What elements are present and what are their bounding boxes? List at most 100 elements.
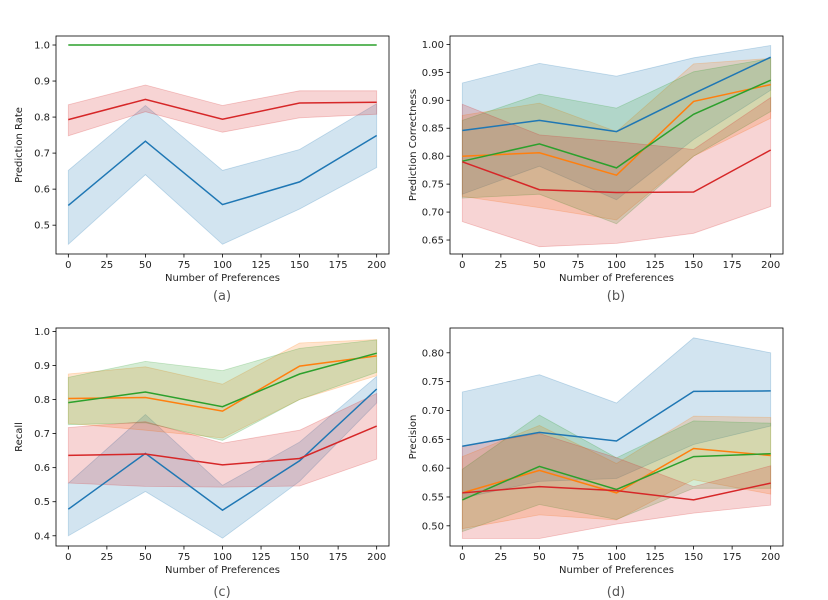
ci-band-green bbox=[461, 57, 772, 225]
x-tick-label: 50 bbox=[139, 260, 152, 271]
x-tick-label: 75 bbox=[572, 260, 585, 271]
ci-band-orange bbox=[461, 415, 772, 530]
x-tick-label: 50 bbox=[139, 552, 152, 563]
series-line-orange bbox=[462, 83, 771, 177]
y-tick-label: 0.6 bbox=[34, 185, 50, 196]
x-tick-label: 150 bbox=[684, 552, 703, 563]
x-tick-label: 75 bbox=[178, 260, 191, 271]
series-line-red bbox=[462, 149, 772, 194]
y-axis-label: Prediction Rate bbox=[14, 107, 25, 183]
x-axis-label: Number of Preferences bbox=[165, 273, 280, 284]
y-tick-label: 0.70 bbox=[422, 208, 444, 219]
x-tick-label: 125 bbox=[645, 552, 664, 563]
series-line-red bbox=[68, 425, 377, 466]
panel-d: 0 25 50 75 100 125 150 175 200 0.50 0.55 0.60 0.65 0.… bbox=[408, 327, 784, 600]
panel-caption: (b) bbox=[607, 289, 625, 304]
x-tick-label: 100 bbox=[607, 552, 626, 563]
y-axis-label: Recall bbox=[14, 422, 25, 452]
panel-c: 0 25 50 75 100 125 150 175 200 0.4 0.5 0.6 0.7 0.8 0.9… bbox=[14, 327, 390, 600]
x-tick-label: 150 bbox=[290, 552, 309, 563]
y-tick-label: 0.5 bbox=[34, 497, 50, 508]
series-line-blue bbox=[462, 390, 771, 447]
x-tick-label: 25 bbox=[495, 552, 508, 563]
series-line-red bbox=[462, 482, 771, 501]
y-tick-label: 0.80 bbox=[422, 152, 444, 163]
y-tick-label: 0.85 bbox=[422, 124, 444, 135]
panel-caption: (d) bbox=[607, 585, 625, 600]
x-tick-label: 25 bbox=[101, 552, 114, 563]
y-tick-label: 0.50 bbox=[422, 521, 444, 532]
ci-band-red bbox=[461, 96, 772, 248]
ci-band-orange bbox=[461, 57, 772, 221]
x-tick-label: 200 bbox=[367, 552, 386, 563]
series-line-orange bbox=[68, 355, 377, 412]
x-tick-label: 100 bbox=[607, 260, 626, 271]
x-tick-label: 150 bbox=[684, 260, 703, 271]
x-tick-label: 100 bbox=[213, 260, 232, 271]
y-tick-label: 0.7 bbox=[34, 149, 50, 160]
y-tick-label: 0.4 bbox=[34, 531, 50, 542]
x-tick-label: 50 bbox=[533, 260, 546, 271]
x-tick-label: 0 bbox=[65, 260, 71, 271]
series-line-blue bbox=[67, 388, 378, 512]
y-tick-label: 0.9 bbox=[34, 77, 50, 88]
x-tick-label: 0 bbox=[459, 552, 465, 563]
ci-band-red bbox=[67, 392, 378, 488]
panel-caption: (c) bbox=[213, 585, 230, 600]
x-tick-label: 0 bbox=[459, 260, 465, 271]
y-tick-label: 0.6 bbox=[34, 463, 50, 474]
ci-band-red bbox=[67, 84, 378, 137]
y-axis-label: Prediction Correctness bbox=[408, 89, 419, 201]
ci-band-orange bbox=[67, 339, 378, 439]
y-tick-label: 1.00 bbox=[422, 40, 444, 51]
series-line-blue bbox=[462, 56, 772, 133]
y-tick-label: 0.5 bbox=[34, 221, 50, 232]
x-axis-label: Number of Preferences bbox=[559, 273, 674, 284]
x-tick-label: 200 bbox=[761, 260, 780, 271]
x-axis-label: Number of Preferences bbox=[559, 565, 674, 576]
x-tick-label: 0 bbox=[65, 552, 71, 563]
y-tick-label: 0.8 bbox=[34, 113, 50, 124]
y-tick-label: 1.0 bbox=[34, 327, 50, 338]
ci-band-blue bbox=[461, 45, 772, 201]
x-tick-label: 50 bbox=[533, 552, 546, 563]
ci-band-blue bbox=[461, 337, 772, 499]
x-tick-label: 125 bbox=[251, 260, 270, 271]
panel-a: 0 25 50 75 100 125 150 175 200 0.5 0.6 0.7 0.8 0.9 1.0… bbox=[14, 35, 390, 304]
y-tick-label: 0.65 bbox=[422, 236, 444, 247]
x-tick-label: 25 bbox=[101, 260, 114, 271]
y-tick-label: 1.0 bbox=[34, 41, 50, 52]
x-tick-label: 175 bbox=[723, 260, 742, 271]
panel-caption: (a) bbox=[213, 289, 231, 304]
y-tick-label: 0.90 bbox=[422, 96, 444, 107]
y-tick-label: 0.8 bbox=[34, 395, 50, 406]
y-tick-label: 0.95 bbox=[422, 68, 444, 79]
x-tick-label: 125 bbox=[645, 260, 664, 271]
x-tick-label: 175 bbox=[329, 260, 348, 271]
ci-band-blue bbox=[67, 102, 378, 246]
series-line-blue bbox=[67, 134, 378, 206]
y-tick-label: 0.75 bbox=[422, 377, 444, 388]
y-tick-label: 0.70 bbox=[422, 406, 444, 417]
series-line-green bbox=[462, 79, 772, 169]
y-tick-label: 0.60 bbox=[422, 464, 444, 475]
x-tick-label: 175 bbox=[329, 552, 348, 563]
y-axis-label: Precision bbox=[408, 415, 419, 460]
panel-b: 0 25 50 75 100 125 150 175 200 0.65 0.70 0.75 0.80 0.… bbox=[408, 35, 784, 304]
x-tick-label: 125 bbox=[251, 552, 270, 563]
y-tick-label: 0.80 bbox=[422, 348, 444, 359]
x-tick-label: 200 bbox=[367, 260, 386, 271]
ci-band-green bbox=[67, 339, 378, 441]
y-tick-label: 0.7 bbox=[34, 429, 50, 440]
y-tick-label: 0.55 bbox=[422, 492, 444, 503]
x-tick-label: 175 bbox=[723, 552, 742, 563]
x-tick-label: 75 bbox=[178, 552, 191, 563]
x-tick-label: 100 bbox=[213, 552, 232, 563]
y-tick-label: 0.75 bbox=[422, 180, 444, 191]
x-tick-label: 75 bbox=[572, 552, 585, 563]
series-line-green bbox=[462, 452, 771, 501]
ci-band-green bbox=[461, 414, 772, 533]
series-line-red bbox=[68, 98, 377, 121]
series-line-green bbox=[68, 352, 377, 408]
